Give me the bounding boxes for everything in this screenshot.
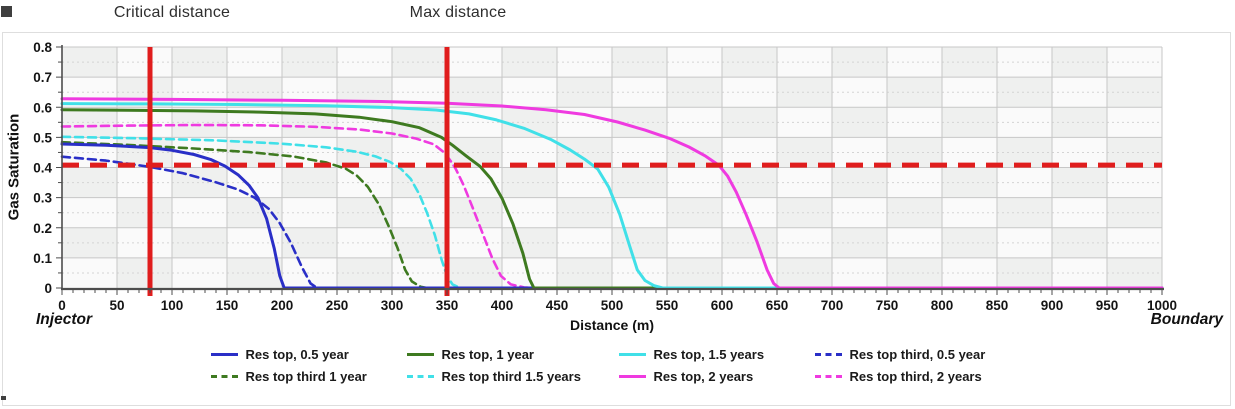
legend-item-res-top-third-1-5-years: Res top third 1.5 years <box>406 369 619 384</box>
legend-label: Res top, 1.5 years <box>653 347 765 362</box>
svg-text:1000: 1000 <box>1147 298 1177 313</box>
y-tick-labels: 0 0.1 0.2 0.3 0.4 0.5 0.6 0.7 0.8 <box>33 40 52 296</box>
legend-line-sample <box>618 375 646 378</box>
svg-text:50: 50 <box>109 298 124 313</box>
legend-line-sample <box>406 353 434 356</box>
svg-text:850: 850 <box>986 298 1009 313</box>
svg-text:950: 950 <box>1096 298 1119 313</box>
svg-text:0.2: 0.2 <box>33 221 52 236</box>
svg-text:450: 450 <box>546 298 569 313</box>
svg-text:0.6: 0.6 <box>33 100 52 115</box>
y-axis-title: Gas Saturation <box>5 113 23 221</box>
x-axis-title: Distance (m) <box>569 317 655 333</box>
injector-label: Injector <box>36 311 92 328</box>
axes <box>61 45 1164 291</box>
legend-label: Res top third 1 year <box>245 369 367 384</box>
svg-text:0.8: 0.8 <box>33 40 52 55</box>
legend-line-sample <box>406 375 434 378</box>
series-res-top-third-1-year <box>60 140 1164 290</box>
svg-text:400: 400 <box>491 298 514 313</box>
svg-text:900: 900 <box>1041 298 1064 313</box>
figure-border <box>2 32 1231 406</box>
legend-item-res-top-2-years: Res top, 2 years <box>618 369 815 384</box>
svg-text:600: 600 <box>711 298 734 313</box>
svg-text:0: 0 <box>44 281 52 296</box>
svg-text:650: 650 <box>766 298 789 313</box>
series-res-top-1-year <box>60 108 1164 290</box>
legend-label: Res top third, 2 years <box>849 369 982 384</box>
selection-handle-icon <box>1 6 12 17</box>
legend-line-sample <box>210 353 238 356</box>
svg-text:500: 500 <box>601 298 624 313</box>
svg-text:250: 250 <box>326 298 349 313</box>
svg-text:0: 0 <box>58 298 66 313</box>
legend-line-sample <box>618 353 646 356</box>
legend-label: Res top, 0.5 year <box>245 347 349 362</box>
tick-marks <box>56 46 1163 295</box>
legend-item-res-top-third-2-years: Res top third, 2 years <box>814 369 1025 384</box>
svg-text:350: 350 <box>436 298 459 313</box>
legend-line-sample <box>814 353 842 356</box>
legend-item-res-top-third-0-5-year: Res top third, 0.5 year <box>814 347 1025 362</box>
svg-text:0.5: 0.5 <box>33 130 52 145</box>
legend-line-sample <box>814 375 842 378</box>
svg-text:0.7: 0.7 <box>33 70 52 85</box>
legend-item-res-top-1-year: Res top, 1 year <box>406 347 619 362</box>
legend: Res top, 0.5 year Res top, 1 year Res top,… <box>210 347 1025 384</box>
boundary-label: Boundary <box>1150 311 1223 328</box>
critical-distance-annotation: Critical distance <box>113 4 231 21</box>
legend-label: Res top, 1 year <box>441 347 535 362</box>
svg-text:0.1: 0.1 <box>33 251 52 266</box>
svg-text:550: 550 <box>656 298 679 313</box>
svg-text:0.3: 0.3 <box>33 191 52 206</box>
svg-text:750: 750 <box>876 298 899 313</box>
svg-text:300: 300 <box>381 298 404 313</box>
max-distance-annotation: Max distance <box>409 4 507 21</box>
series-res-top-0-5-year <box>60 142 1164 290</box>
x-tick-labels: 0 50 100 150 200 250 300 350 400 450 500 550 600 650 7… <box>58 298 1177 313</box>
legend-item-res-top-1-5-years: Res top, 1.5 years <box>618 347 815 362</box>
legend-label: Res top, 2 years <box>653 369 754 384</box>
series-res-top-2-years <box>60 97 1164 290</box>
svg-text:800: 800 <box>931 298 954 313</box>
svg-text:700: 700 <box>821 298 844 313</box>
series-res-top-third-2-years <box>60 123 1164 290</box>
legend-line-sample <box>210 375 238 378</box>
legend-label: Res top third, 0.5 year <box>849 347 986 362</box>
legend-label: Res top third 1.5 years <box>441 369 581 384</box>
svg-text:200: 200 <box>271 298 294 313</box>
svg-text:0.4: 0.4 <box>33 161 52 176</box>
legend-item-res-top-0-5-year: Res top, 0.5 year <box>210 347 407 362</box>
selection-handle-icon <box>1 396 6 400</box>
legend-item-res-top-third-1-year: Res top third 1 year <box>210 369 407 384</box>
svg-text:150: 150 <box>216 298 239 313</box>
svg-text:100: 100 <box>161 298 184 313</box>
series-res-top-1-5-years <box>60 102 1164 290</box>
